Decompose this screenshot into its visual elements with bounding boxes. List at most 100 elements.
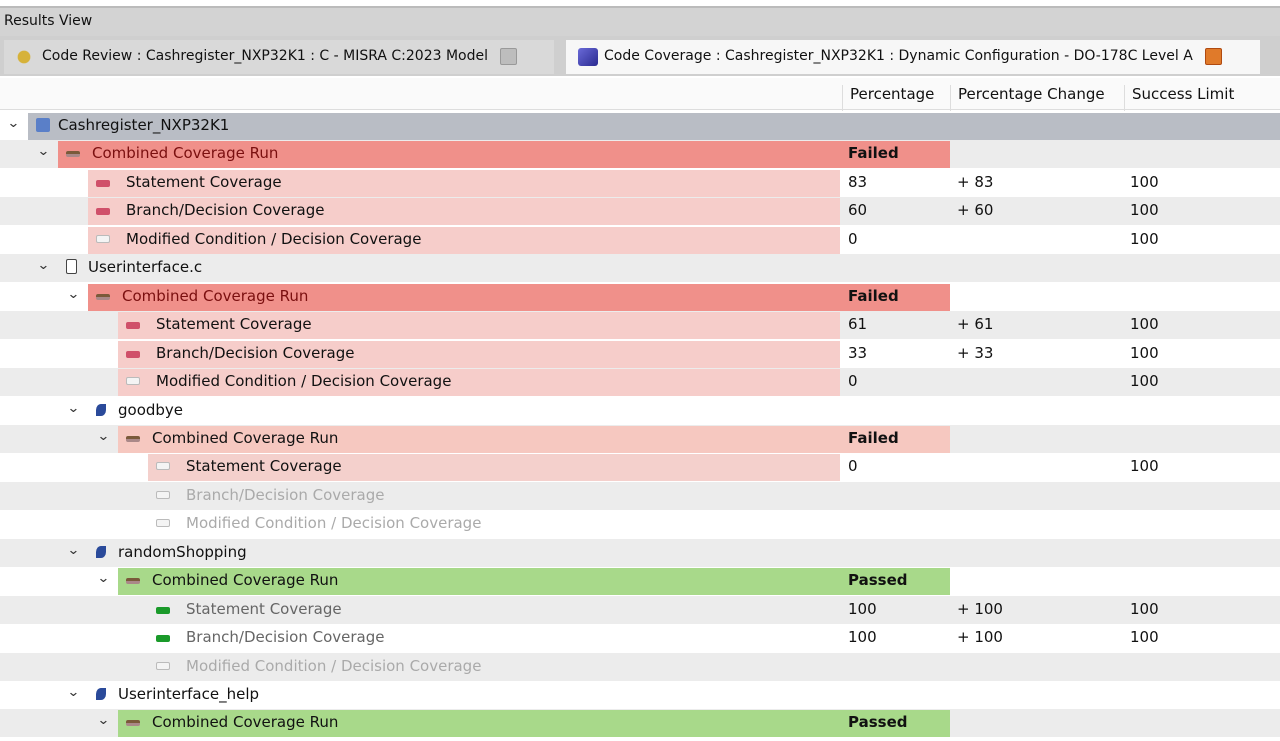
row-label: goodbye xyxy=(118,400,184,419)
row-highlight xyxy=(88,198,840,226)
tree-row[interactable]: ⌄ Combined Coverage Run Passed xyxy=(0,709,1280,738)
metric-empty-icon xyxy=(156,519,170,528)
function-icon xyxy=(96,545,106,558)
tree-row[interactable]: Modified Condition / Decision Coverage 0 1… xyxy=(0,226,1280,254)
project-icon xyxy=(36,118,50,132)
row-label: Userinterface.c xyxy=(88,258,203,277)
row-label: Modified Condition / Decision Coverage xyxy=(186,656,482,675)
chevron-down-icon[interactable]: ⌄ xyxy=(96,713,110,729)
row-highlight xyxy=(88,226,840,254)
cell-limit: 100 xyxy=(1130,343,1159,362)
cell-limit: 100 xyxy=(1130,229,1159,248)
row-label: Branch/Decision Coverage xyxy=(126,201,325,220)
row-label: Statement Coverage xyxy=(156,315,312,334)
row-highlight xyxy=(118,568,950,596)
column-success-limit[interactable]: Success Limit xyxy=(1124,85,1234,111)
metric-icon xyxy=(96,179,110,187)
chevron-down-icon[interactable]: ⌄ xyxy=(96,428,110,444)
row-highlight xyxy=(88,283,950,311)
code-coverage-icon xyxy=(578,48,598,66)
tree-row[interactable]: Statement Coverage 100 + 100 100 xyxy=(0,595,1280,624)
chevron-down-icon[interactable]: ⌄ xyxy=(6,116,20,131)
tree-row[interactable]: Branch/Decision Coverage xyxy=(0,481,1280,510)
metric-empty-icon xyxy=(156,661,170,670)
cell-change: + 83 xyxy=(957,172,994,191)
row-highlight xyxy=(148,454,840,482)
tree-row[interactable]: Statement Coverage 0 100 xyxy=(0,453,1280,482)
coverage-run-icon xyxy=(96,293,110,300)
row-label: Statement Coverage xyxy=(126,172,282,191)
metric-empty-icon xyxy=(156,490,170,499)
cell-change: + 60 xyxy=(957,201,994,220)
metric-icon xyxy=(96,208,110,216)
tree-row[interactable]: ⌄ Cashregister_NXP32K1 xyxy=(0,112,1280,140)
cell-percentage: Failed xyxy=(848,428,899,447)
cell-percentage: 100 xyxy=(848,628,877,647)
chevron-down-icon[interactable]: ⌄ xyxy=(66,400,80,416)
row-label: Modified Condition / Decision Coverage xyxy=(156,372,452,391)
tree-row[interactable]: ⌄ Combined Coverage Run Failed xyxy=(0,140,1280,169)
tree-row[interactable]: Statement Coverage 83 + 83 100 xyxy=(0,169,1280,197)
chevron-down-icon[interactable]: ⌄ xyxy=(66,685,80,700)
function-icon xyxy=(96,403,106,416)
tree-row[interactable]: Branch/Decision Coverage 100 + 100 100 xyxy=(0,624,1280,652)
row-label: Combined Coverage Run xyxy=(122,286,309,305)
cell-percentage: 0 xyxy=(848,372,858,391)
coverage-run-icon xyxy=(126,578,140,585)
tree-row[interactable]: ⌄ Userinterface_help xyxy=(0,681,1280,709)
cell-limit: 100 xyxy=(1130,628,1159,647)
row-label: randomShopping xyxy=(118,542,247,561)
row-highlight xyxy=(118,425,950,453)
chevron-down-icon[interactable]: ⌄ xyxy=(36,258,50,274)
row-label: Branch/Decision Coverage xyxy=(156,343,355,362)
row-label: Branch/Decision Coverage xyxy=(186,628,385,647)
row-highlight xyxy=(28,113,1280,140)
cell-limit: 100 xyxy=(1130,372,1159,391)
file-icon xyxy=(66,259,77,275)
tab-code-coverage[interactable]: Code Coverage : Cashregister_NXP32K1 : D… xyxy=(566,40,1260,74)
tab-bar: Code Review : Cashregister_NXP32K1 : C -… xyxy=(0,36,1280,76)
metric-icon xyxy=(156,635,170,643)
cell-limit: 100 xyxy=(1130,315,1159,334)
row-highlight xyxy=(118,312,840,340)
column-header: Percentage Percentage Change Success Lim… xyxy=(0,78,1280,111)
tree-row[interactable]: ⌄ Combined Coverage Run Failed xyxy=(0,424,1280,453)
close-icon[interactable] xyxy=(1204,48,1222,65)
row-label: Branch/Decision Coverage xyxy=(186,485,385,504)
row-label: Combined Coverage Run xyxy=(152,571,339,590)
row-highlight xyxy=(118,340,840,368)
column-percentage[interactable]: Percentage xyxy=(842,85,934,111)
cell-percentage: Passed xyxy=(848,713,908,732)
cell-change: + 61 xyxy=(957,315,994,334)
chevron-down-icon[interactable]: ⌄ xyxy=(66,286,80,302)
tab-code-review[interactable]: Code Review : Cashregister_NXP32K1 : C -… xyxy=(4,40,554,74)
tree-row[interactable]: Branch/Decision Coverage 33 + 33 100 xyxy=(0,340,1280,368)
chevron-down-icon[interactable]: ⌄ xyxy=(66,542,80,558)
cell-percentage: 33 xyxy=(848,343,868,362)
tree-row[interactable]: ⌄ randomShopping xyxy=(0,538,1280,567)
cell-percentage: 61 xyxy=(848,315,868,334)
row-highlight xyxy=(58,141,950,169)
row-label: Combined Coverage Run xyxy=(152,713,339,732)
cell-limit: 100 xyxy=(1130,599,1159,618)
tab-label: Code Review : Cashregister_NXP32K1 : C -… xyxy=(42,48,489,64)
row-label: Modified Condition / Decision Coverage xyxy=(186,514,482,533)
chevron-down-icon[interactable]: ⌄ xyxy=(36,144,50,160)
tree-row[interactable]: Modified Condition / Decision Coverage 0 1… xyxy=(0,368,1280,397)
tree-row[interactable]: Modified Condition / Decision Coverage xyxy=(0,510,1280,538)
row-label: Cashregister_NXP32K1 xyxy=(58,116,230,134)
tree-row[interactable]: Branch/Decision Coverage 60 + 60 100 xyxy=(0,197,1280,226)
coverage-run-icon xyxy=(126,435,140,442)
tree-row[interactable]: ⌄ goodbye xyxy=(0,397,1280,425)
row-label: Statement Coverage xyxy=(186,599,342,618)
tree-row[interactable]: Statement Coverage 61 + 61 100 xyxy=(0,311,1280,340)
tree-row[interactable]: ⌄ Userinterface.c xyxy=(0,254,1280,283)
cell-change: + 100 xyxy=(957,628,1003,647)
tree-row[interactable]: ⌄ Combined Coverage Run Failed xyxy=(0,283,1280,311)
column-percentage-change[interactable]: Percentage Change xyxy=(950,85,1105,111)
chevron-down-icon[interactable]: ⌄ xyxy=(96,571,110,587)
tree-row[interactable]: Modified Condition / Decision Coverage xyxy=(0,652,1280,681)
tree-row[interactable]: ⌄ Combined Coverage Run Passed xyxy=(0,567,1280,596)
close-icon[interactable] xyxy=(500,48,518,65)
code-review-icon xyxy=(16,48,36,66)
